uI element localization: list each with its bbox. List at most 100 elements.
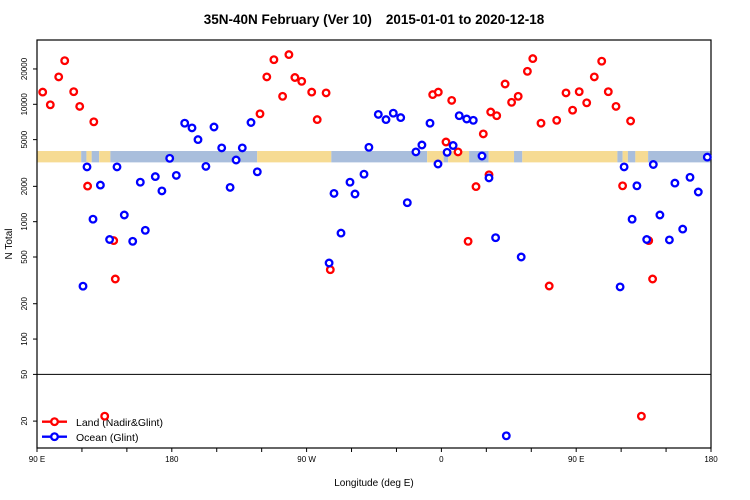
- data-point: [561, 88, 571, 98]
- band-segment-ocean: [627, 151, 636, 163]
- data-point: [100, 411, 110, 421]
- data-point: [411, 147, 421, 157]
- data-point: [478, 129, 488, 139]
- data-point: [231, 155, 241, 165]
- data-point: [325, 265, 335, 275]
- data-point: [693, 187, 703, 197]
- y-tick-label: 20000: [20, 57, 29, 80]
- x-axis-title: Longitude (deg E): [334, 478, 414, 489]
- data-point: [433, 87, 443, 97]
- data-point: [350, 189, 360, 199]
- band-segment-land: [635, 151, 649, 163]
- data-point: [217, 143, 227, 153]
- data-point: [54, 72, 64, 82]
- band-segment-ocean: [110, 151, 258, 163]
- data-point: [381, 115, 391, 125]
- data-point: [78, 281, 88, 291]
- data-point: [589, 72, 599, 82]
- data-point: [552, 115, 562, 125]
- data-point: [685, 172, 695, 182]
- data-point: [468, 115, 478, 125]
- y-tick-label: 1000: [20, 212, 29, 230]
- data-point: [246, 118, 256, 127]
- data-point: [187, 123, 197, 133]
- data-point: [648, 160, 658, 169]
- data-point: [491, 233, 501, 243]
- data-point: [345, 177, 355, 187]
- data-point: [544, 281, 554, 291]
- data-point: [471, 182, 481, 192]
- data-point: [89, 117, 99, 127]
- data-point: [648, 274, 658, 284]
- data-point: [128, 236, 138, 246]
- plot-content: 90 E 180 90 W 0 90 E 180 20 50 100 200 500 1000 2000…: [20, 39, 718, 464]
- data-point: [193, 135, 203, 145]
- band-segment-land: [622, 151, 628, 163]
- data-point: [442, 147, 452, 157]
- data-point: [75, 101, 85, 111]
- data-point: [252, 167, 262, 177]
- chart-title: 35N-40N February (Ver 10) 2015-01-01 to 2…: [204, 12, 545, 27]
- band-segment-land: [427, 151, 444, 163]
- band-segment-ocean: [331, 151, 428, 163]
- data-point: [536, 118, 546, 128]
- data-point: [664, 235, 674, 245]
- data-point: [237, 143, 247, 153]
- data-point: [112, 162, 122, 172]
- data-point: [615, 282, 625, 292]
- x-tick-label: 90 E: [568, 455, 584, 464]
- data-point: [396, 113, 406, 123]
- data-point: [321, 88, 331, 98]
- data-point: [388, 108, 398, 118]
- data-point: [171, 170, 181, 180]
- x-tick-label: 90 W: [297, 455, 316, 464]
- data-point: [636, 411, 646, 421]
- data-point: [516, 252, 526, 262]
- data-point: [157, 186, 167, 196]
- x-tick-label: 180: [165, 455, 179, 464]
- data-point: [336, 228, 346, 238]
- x-tick-label: 90 E: [29, 455, 45, 464]
- plot-border: [36, 39, 712, 449]
- y-tick-label: 200: [20, 297, 29, 311]
- data-point: [307, 87, 317, 97]
- data-point: [150, 172, 160, 182]
- data-point: [678, 224, 688, 234]
- data-point: [38, 87, 48, 97]
- y-tick-label: 10000: [20, 93, 29, 116]
- data-point: [522, 66, 532, 76]
- data-point: [373, 109, 383, 119]
- y-tick-label: 5000: [20, 130, 29, 148]
- data-point: [477, 151, 487, 161]
- data-point: [454, 111, 464, 121]
- data-point: [284, 50, 294, 60]
- y-axis-ticks: 20 50 100 200 500 1000 2000 5000 10000 20000: [20, 57, 37, 426]
- data-point: [574, 87, 584, 97]
- data-point: [45, 100, 55, 110]
- band-segment-land: [488, 151, 515, 163]
- band-segment-ocean: [91, 151, 100, 163]
- data-point: [568, 105, 578, 115]
- band-segment-ocean: [648, 151, 711, 163]
- x-tick-label: 0: [439, 455, 444, 464]
- legend-marker-circle: [50, 417, 59, 427]
- data-point: [269, 55, 279, 65]
- band-segment-ocean: [443, 151, 449, 163]
- data-point: [262, 72, 272, 82]
- y-tick-label: 50: [20, 369, 29, 378]
- data-point: [453, 147, 463, 157]
- data-point: [329, 188, 339, 198]
- data-points-layer: [38, 50, 712, 441]
- band-segment-ocean: [514, 151, 523, 163]
- data-point: [447, 95, 457, 105]
- data-point: [290, 73, 300, 82]
- data-point: [95, 180, 105, 190]
- legend: [42, 417, 67, 442]
- data-point: [324, 258, 334, 268]
- legend-label-land: Land (Nadir&Glint): [76, 417, 163, 429]
- data-point: [82, 162, 92, 172]
- y-axis-title: N Total: [4, 229, 15, 260]
- legend-marker-circle: [50, 432, 59, 442]
